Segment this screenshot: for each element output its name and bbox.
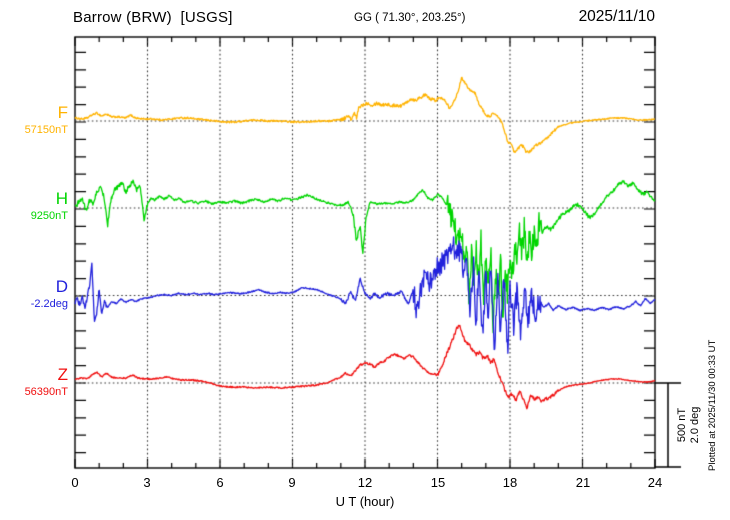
channel-label-H: H 9250nT bbox=[0, 189, 68, 223]
x-tick-label-3: 3 bbox=[143, 475, 151, 490]
channel-baseline-F: 57150nT bbox=[24, 124, 68, 136]
channel-baseline-D: -2.2deg bbox=[30, 298, 68, 310]
plot-date: 2025/11/10 bbox=[578, 8, 655, 25]
x-tick-label-15: 15 bbox=[430, 475, 446, 490]
channel-label-Z: Z 56390nT bbox=[0, 365, 68, 399]
channel-label-D: D -2.2deg bbox=[0, 277, 68, 311]
plotted-at-note: Plotted at 2025/11/30 00:33 UT bbox=[707, 339, 718, 471]
x-tick-label-21: 21 bbox=[575, 475, 591, 490]
x-axis-title: U T (hour) bbox=[335, 494, 395, 509]
geographic-coordinates: GG ( 71.30°, 203.25°) bbox=[354, 12, 466, 24]
channel-baseline-Z: 56390nT bbox=[24, 386, 68, 398]
channel-letter-Z: Z bbox=[57, 365, 68, 384]
x-tick-label-0: 0 bbox=[71, 475, 79, 490]
x-tick-label-24: 24 bbox=[647, 475, 663, 490]
x-tick-label-12: 12 bbox=[357, 475, 373, 490]
station-title: Barrow (BRW) [USGS] bbox=[73, 9, 233, 26]
channel-label-F: F 57150nT bbox=[0, 103, 68, 137]
x-tick-label-9: 9 bbox=[288, 475, 296, 490]
x-tick-label-6: 6 bbox=[216, 475, 224, 490]
channel-letter-H: H bbox=[55, 189, 68, 208]
scale-bar-deg: 2.0 deg bbox=[689, 406, 701, 444]
x-tick-label-18: 18 bbox=[502, 475, 518, 490]
channel-baseline-H: 9250nT bbox=[30, 210, 68, 222]
channel-letter-F: F bbox=[57, 103, 68, 122]
scale-bar-label: 500 nT 2.0 deg bbox=[676, 383, 702, 467]
channel-letter-D: D bbox=[55, 277, 68, 296]
scale-bar-nt: 500 nT bbox=[676, 407, 688, 443]
